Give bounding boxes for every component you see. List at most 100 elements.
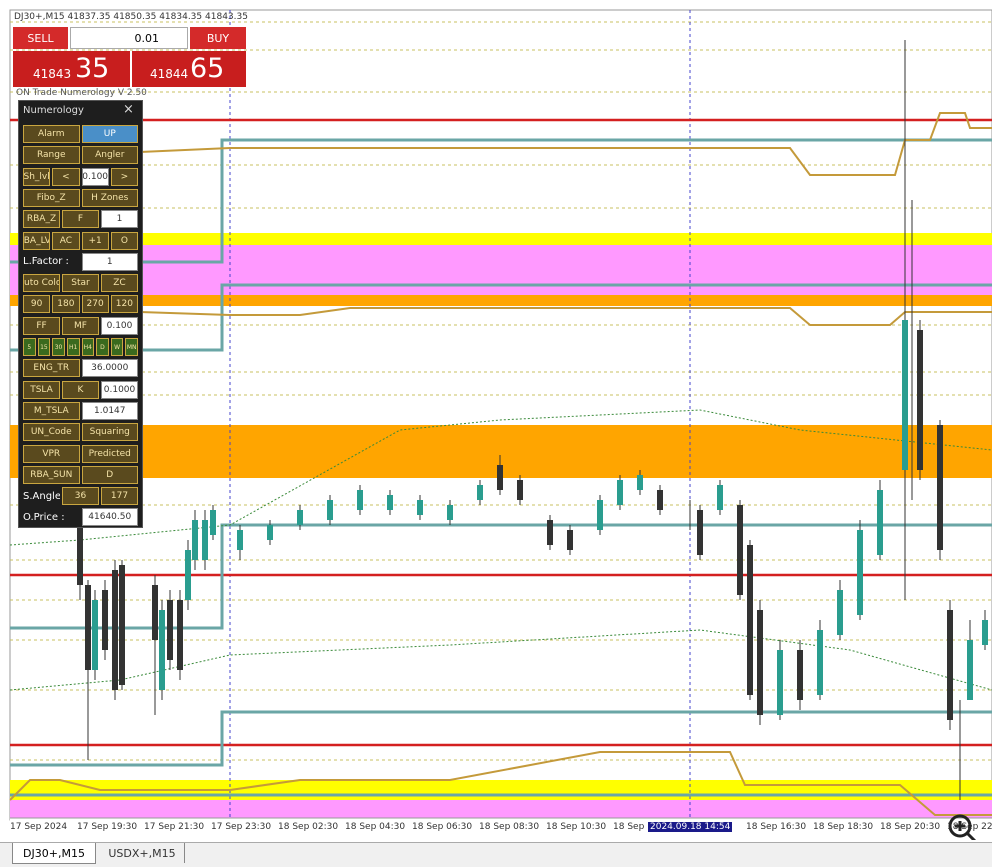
panel-button[interactable]: FF xyxy=(23,316,60,335)
x-tick-label: 17 Sep 2024 xyxy=(10,822,68,832)
panel-button[interactable]: RBA_LVL xyxy=(23,231,51,250)
panel-button[interactable]: 0.1000 xyxy=(101,380,138,399)
panel-button[interactable]: H1 xyxy=(66,338,80,356)
panel-button[interactable]: RBA_Z xyxy=(23,210,60,229)
panel-button[interactable]: 36.0000 xyxy=(81,359,138,378)
panel-button[interactable]: MF xyxy=(62,316,99,335)
panel-button[interactable]: < xyxy=(52,167,80,186)
panel-button[interactable]: Squaring xyxy=(81,423,138,442)
panel-button[interactable]: S.Angle : xyxy=(23,490,60,502)
cursor-time: 2024.09.18 14:54 xyxy=(648,822,733,832)
buy-button[interactable]: BUY xyxy=(190,27,246,49)
indicator-label: ON Trade Numerology V 2.50 xyxy=(16,88,147,98)
x-tick-label: 18 Sep xyxy=(613,822,645,832)
panel-close[interactable]: × xyxy=(123,102,134,117)
axis-bg xyxy=(10,818,992,840)
panel-title: Numerology xyxy=(23,105,84,116)
panel-button[interactable]: AC xyxy=(52,231,80,250)
lot-input[interactable]: 0.01 xyxy=(70,27,188,49)
band xyxy=(10,245,992,295)
panel-button[interactable]: Auto Color xyxy=(23,274,60,293)
panel-button[interactable]: 1 xyxy=(81,252,138,271)
panel-button[interactable]: 0.100 xyxy=(101,316,138,335)
band xyxy=(10,295,992,306)
chart xyxy=(9,9,992,840)
panel-button[interactable]: O.Price : xyxy=(23,511,65,523)
panel-button[interactable]: UN_Code xyxy=(23,423,80,442)
close: 41843.35 xyxy=(205,12,248,22)
panel-button[interactable]: UP xyxy=(81,125,138,143)
panel-button[interactable]: TSLA xyxy=(23,380,60,399)
panel-button[interactable]: D xyxy=(96,338,109,356)
panel-button[interactable]: 1.0147 xyxy=(81,401,138,420)
symbol-header: DJ30+,M15 41837.35 41850.35 41834.35 418… xyxy=(14,12,248,22)
panel-button[interactable]: RBA_SUN xyxy=(23,465,80,484)
panel-button[interactable]: ENG_TR xyxy=(23,359,80,378)
panel-button[interactable]: Predicted xyxy=(81,444,138,463)
numerology-panel: Numerology × Alarm UP Range Angler Sh_lvl <0.… xyxy=(18,100,143,528)
panel-button[interactable]: 0.100 xyxy=(81,167,109,186)
x-tick-label: 18 Sep 10:30 xyxy=(546,822,607,832)
panel-button[interactable]: Alarm xyxy=(23,125,80,143)
x-tick-label: 18 Sep 06:30 xyxy=(412,822,473,832)
x-tick-label: 17 Sep 21:30 xyxy=(144,822,205,832)
tab-bar: DJ30+,M15 USDX+,M15 xyxy=(0,842,992,867)
panel-button[interactable]: ZC xyxy=(101,274,138,293)
crosshair xyxy=(229,10,691,820)
x-tick-label: 18 Sep 16:30 xyxy=(746,822,807,832)
bid-small: 35 xyxy=(75,53,110,84)
zoom-icon-line xyxy=(955,821,977,840)
panel-button[interactable]: 177 xyxy=(101,487,138,506)
panel-button[interactable]: > xyxy=(110,167,138,186)
panel-button[interactable]: 30 xyxy=(52,338,65,356)
ask-small: 65 xyxy=(190,53,225,84)
symbol: DJ30+,M15 xyxy=(14,12,65,22)
panel-button[interactable]: L.Factor : xyxy=(23,256,69,268)
x-tick-label: 18 Sep 20:30 xyxy=(880,822,941,832)
zoom-icon[interactable] xyxy=(948,814,972,838)
ma xyxy=(9,409,992,691)
ask-big: 41844 xyxy=(150,67,189,81)
panel-button[interactable]: 90 xyxy=(23,295,51,314)
panel-button[interactable]: Star xyxy=(62,274,99,293)
panel-button[interactable]: +1 xyxy=(81,231,109,250)
panel-button[interactable]: Range xyxy=(23,146,80,165)
x-tick-label: 17 Sep 19:30 xyxy=(77,822,138,832)
panel-button[interactable]: 120 xyxy=(110,295,138,314)
panel-button[interactable]: K xyxy=(62,380,99,399)
x-tick-label: 18 Sep 22 xyxy=(947,822,992,832)
panel-button[interactable]: VPR xyxy=(23,444,80,463)
x-tick-label: 17 Sep 23:30 xyxy=(211,822,272,832)
panel-button[interactable]: Angler xyxy=(81,146,138,165)
panel-button[interactable]: O xyxy=(110,231,138,250)
steps xyxy=(10,138,992,797)
ask-box[interactable]: 41844 65 xyxy=(132,51,246,87)
plot xyxy=(9,9,992,821)
panel-button[interactable]: M_TSLA xyxy=(23,401,80,420)
panel-button[interactable]: F xyxy=(62,210,99,229)
band xyxy=(10,233,992,245)
panel-button[interactable]: 41640.50 xyxy=(81,508,138,527)
tab[interactable]: USDX+,M15 xyxy=(100,843,185,863)
x-tick-label: 18 Sep 02:30 xyxy=(278,822,339,832)
low: 41834.35 xyxy=(159,12,203,22)
sell-button[interactable]: SELL xyxy=(13,27,68,49)
panel-button[interactable]: H Zones xyxy=(81,188,138,207)
panel-button[interactable]: 36 xyxy=(62,487,99,506)
panel-button[interactable]: 5 xyxy=(23,338,36,356)
high: 41850.35 xyxy=(113,12,157,22)
panel-button[interactable]: Fibo_Z xyxy=(23,188,80,207)
trade-panel: SELL 0.01 BUY 41843 35 41844 65 xyxy=(13,27,246,87)
panel-button[interactable]: 180 xyxy=(52,295,80,314)
panel-button[interactable]: W xyxy=(110,338,124,356)
panel-button[interactable]: 1 xyxy=(101,210,138,229)
panel-button[interactable]: MN xyxy=(125,338,138,356)
panel-button[interactable]: Sh_lvl xyxy=(23,167,51,186)
tab[interactable]: DJ30+,M15 xyxy=(12,843,96,864)
panel-button[interactable]: H4 xyxy=(81,338,95,356)
panel-button[interactable]: D xyxy=(81,465,138,484)
panel-button[interactable]: 15 xyxy=(37,338,51,356)
panel-button[interactable]: 270 xyxy=(81,295,109,314)
bid-box[interactable]: 41843 35 xyxy=(13,51,130,87)
